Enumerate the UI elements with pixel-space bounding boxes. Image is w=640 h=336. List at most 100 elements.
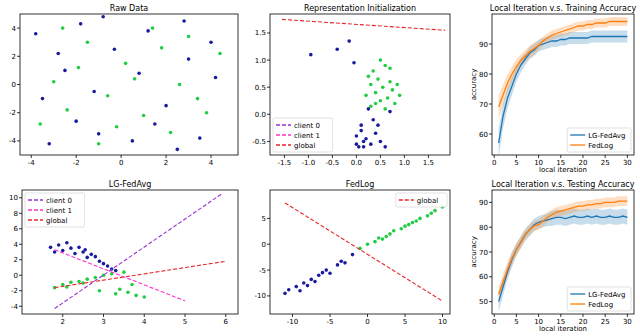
point [187, 57, 191, 61]
point [371, 118, 375, 122]
point [98, 260, 102, 264]
legend-label: client 0 [294, 122, 320, 130]
line [499, 201, 628, 294]
point [57, 243, 61, 247]
point [79, 22, 83, 26]
tick-mark [19, 275, 22, 276]
point [388, 80, 392, 84]
legend-swatch [276, 124, 291, 125]
legend-swatch [570, 293, 585, 294]
tick-mark [166, 155, 167, 158]
point [418, 217, 422, 221]
point [77, 246, 81, 250]
point [392, 229, 396, 233]
tick-mark [267, 244, 270, 245]
point [384, 235, 388, 239]
tick-mark [121, 155, 122, 158]
point [367, 75, 371, 79]
legend-swatch [28, 209, 43, 210]
tick-mark [267, 87, 270, 88]
title: Raw Data [110, 4, 149, 13]
line [55, 250, 185, 301]
point [343, 261, 347, 265]
panel: -1.5-1.0-0.50.00.51.01.5-0.50.00.51.01.5… [252, 4, 450, 167]
tick-mark [380, 155, 381, 158]
point [151, 26, 155, 30]
point [407, 223, 411, 227]
point [153, 122, 157, 126]
tick-mark [19, 197, 22, 198]
point [97, 142, 101, 146]
point [374, 132, 378, 136]
point [176, 148, 180, 152]
tick-label: -2 [11, 287, 18, 295]
title: LG-FedAvg [109, 180, 152, 189]
point [364, 94, 368, 98]
point [399, 227, 403, 231]
legend-box [273, 118, 333, 152]
marks [499, 17, 628, 155]
tick-label: 0.0 [255, 111, 266, 119]
tick-label: -0.5 [326, 159, 340, 167]
tick-mark [404, 155, 405, 158]
legend-label: global [417, 197, 438, 205]
title: Representation Initialization [304, 4, 416, 13]
figure: -4-2024-4-2024Raw Data-1.5-1.0-0.50.00.5… [0, 0, 640, 336]
tick-mark [516, 155, 517, 158]
point [374, 102, 378, 106]
point [137, 71, 141, 75]
point [114, 269, 118, 273]
legend-label: client 0 [46, 197, 72, 205]
point [130, 283, 134, 287]
point [313, 280, 317, 284]
tick-mark [332, 155, 333, 158]
point [115, 125, 119, 129]
tick-label: 0.5 [375, 159, 386, 167]
tick-mark [356, 155, 357, 158]
tick-label: 4 [209, 159, 214, 167]
marks [499, 196, 628, 311]
point [379, 140, 383, 144]
point [69, 280, 73, 284]
tick-label: 5 [403, 318, 407, 326]
point [324, 268, 328, 272]
point [398, 94, 402, 98]
legend-box [567, 128, 631, 152]
point [56, 52, 60, 56]
point [83, 248, 87, 252]
x-label: local iteration [539, 325, 587, 333]
legend-box [25, 193, 85, 227]
point [377, 236, 381, 240]
point [383, 64, 387, 68]
point [366, 242, 370, 246]
point [113, 47, 117, 51]
tick-label: 1.5 [423, 159, 434, 167]
tick-mark [405, 314, 406, 317]
tick-label: -4 [28, 159, 36, 167]
point [164, 104, 168, 108]
tick-label: -0.5 [252, 138, 266, 146]
point [355, 134, 359, 138]
tick-mark [267, 295, 270, 296]
point [383, 145, 387, 149]
tick-mark [489, 44, 492, 45]
tick-mark [76, 155, 77, 158]
point [317, 273, 321, 277]
tick-label: -1.0 [302, 159, 316, 167]
point [411, 221, 415, 225]
tick-mark [211, 155, 212, 158]
marks [34, 15, 222, 151]
tick-label: -5 [327, 318, 334, 326]
tick-mark [19, 290, 22, 291]
point [383, 107, 387, 111]
tick-label: 25 [601, 159, 610, 167]
tick-label: 0.5 [255, 84, 266, 92]
point [388, 66, 392, 70]
tick-label: 80 [479, 224, 488, 232]
legend-box [396, 193, 447, 207]
point [205, 111, 209, 115]
error-band [499, 209, 628, 312]
point [381, 85, 385, 89]
tick-label: 5 [183, 318, 187, 326]
tick-label: 1.0 [399, 159, 410, 167]
